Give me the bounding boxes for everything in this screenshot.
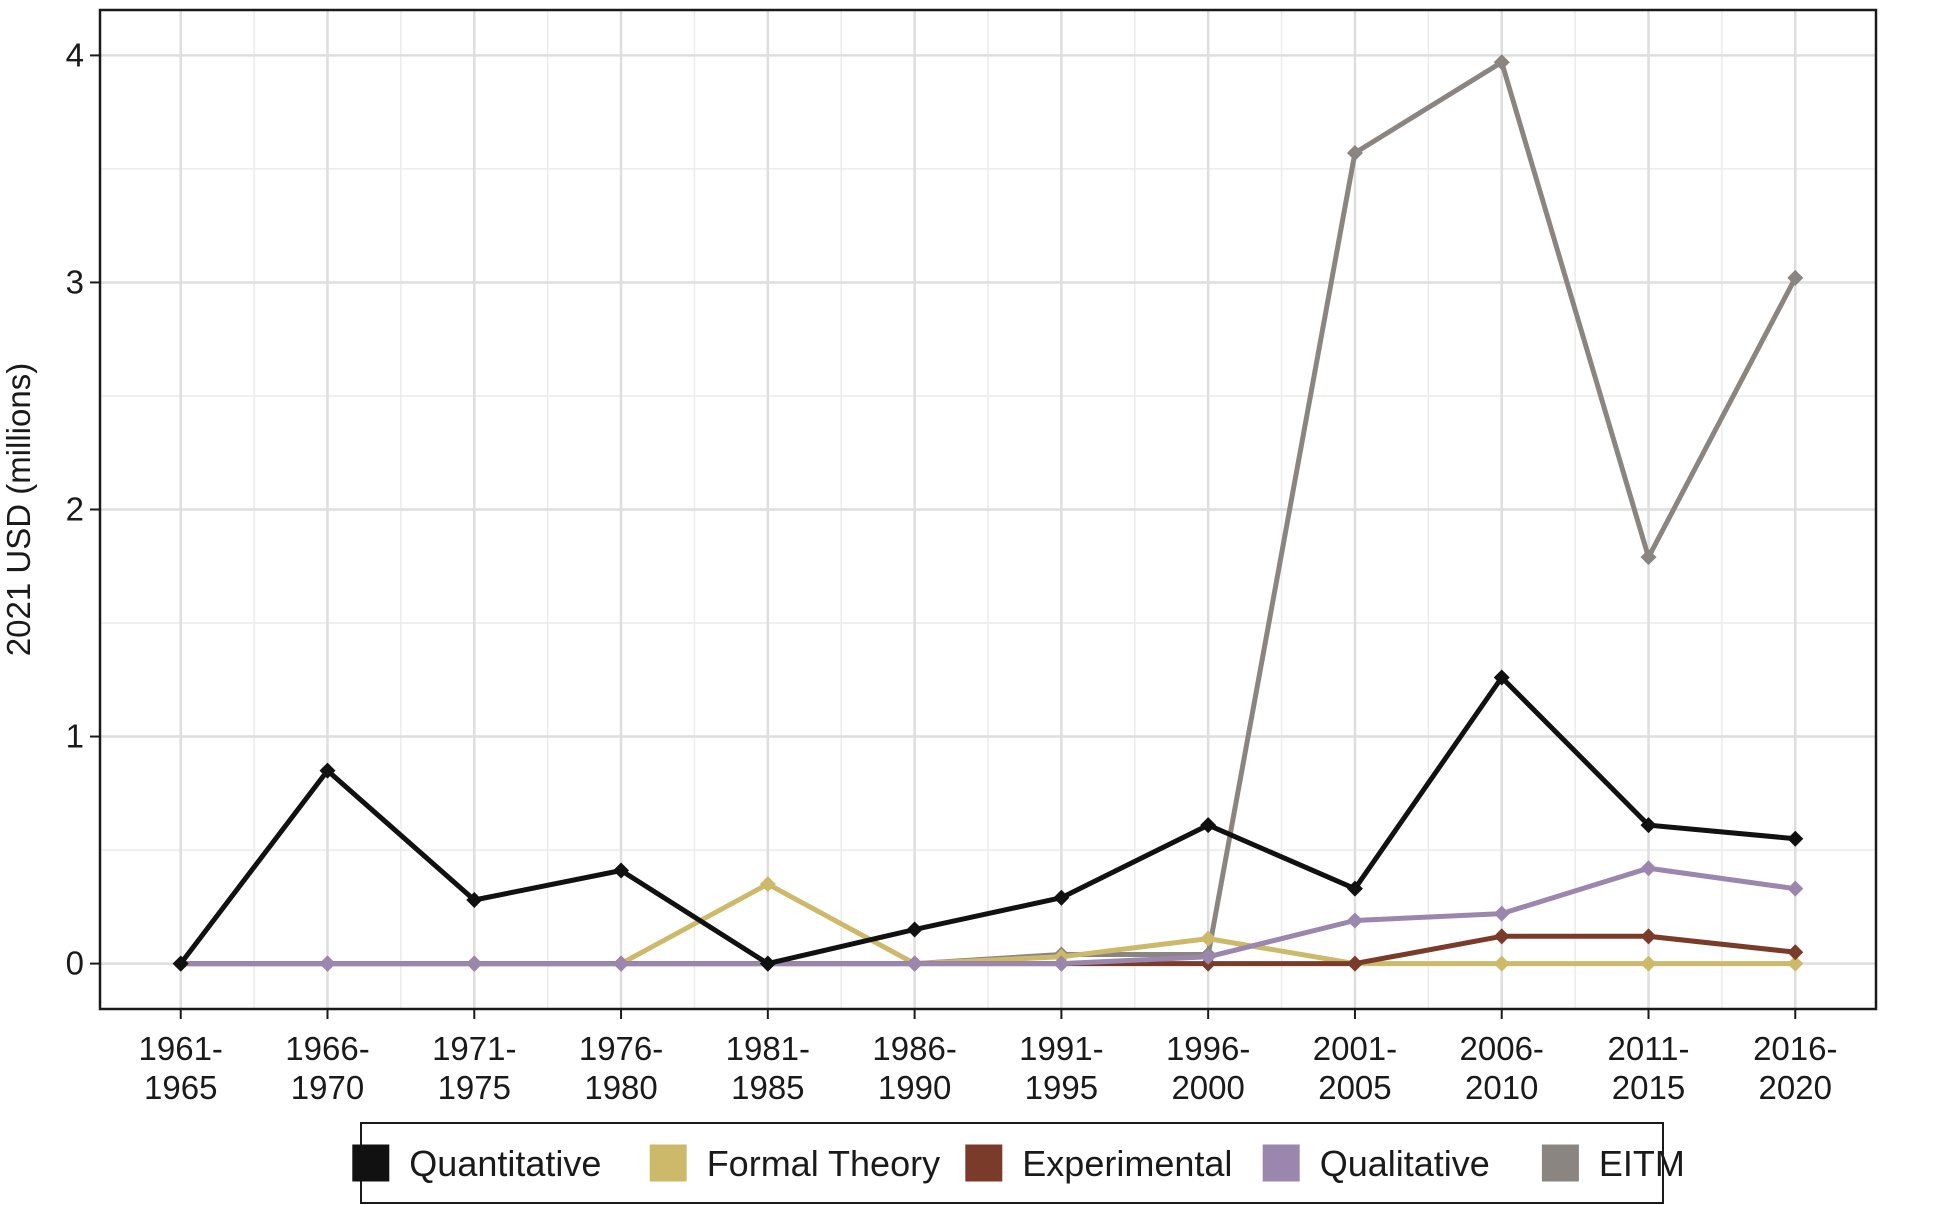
x-tick-label: 2015 bbox=[1612, 1069, 1685, 1106]
y-axis-title: 2021 USD (millions) bbox=[0, 363, 37, 656]
data-point bbox=[1493, 54, 1510, 71]
x-tick-label: 1980 bbox=[584, 1069, 657, 1106]
legend-label: Qualitative bbox=[1320, 1143, 1490, 1184]
data-point bbox=[1053, 955, 1070, 972]
data-point bbox=[613, 862, 630, 879]
x-tick-label: 1970 bbox=[291, 1069, 364, 1106]
x-tick-label: 1996- bbox=[1166, 1030, 1250, 1067]
series-line-quantitative bbox=[178, 675, 1796, 967]
data-point bbox=[1640, 549, 1657, 566]
data-point bbox=[1493, 905, 1510, 922]
data-point bbox=[319, 762, 336, 779]
x-tick-label: 1961- bbox=[139, 1030, 223, 1067]
y-tick-label: 4 bbox=[66, 36, 84, 73]
x-tick-label: 2001- bbox=[1313, 1030, 1397, 1067]
x-tick-label: 1981- bbox=[726, 1030, 810, 1067]
data-point bbox=[613, 955, 630, 972]
legend-label: EITM bbox=[1599, 1143, 1685, 1184]
data-point bbox=[1493, 955, 1510, 972]
legend-label: Experimental bbox=[1022, 1143, 1232, 1184]
data-point bbox=[1640, 955, 1657, 972]
x-tick-label: 2006- bbox=[1460, 1030, 1544, 1067]
x-tick-label: 2016- bbox=[1753, 1030, 1837, 1067]
x-tick-label: 2010 bbox=[1465, 1069, 1538, 1106]
x-tick-label: 1985 bbox=[731, 1069, 804, 1106]
data-point bbox=[906, 921, 923, 938]
x-tick-label: 1990 bbox=[878, 1069, 951, 1106]
legend-key bbox=[1541, 1144, 1579, 1182]
data-point bbox=[906, 955, 923, 972]
legend-key bbox=[352, 1144, 390, 1182]
x-tick-label: 2000 bbox=[1171, 1069, 1244, 1106]
data-point bbox=[759, 876, 776, 893]
y-axis: 0 1 2 3 4 bbox=[66, 36, 100, 982]
x-tick-label: 1976- bbox=[579, 1030, 663, 1067]
data-point bbox=[1493, 928, 1510, 945]
data-point bbox=[759, 955, 776, 972]
data-point bbox=[1787, 830, 1804, 847]
legend-key bbox=[1262, 1144, 1300, 1182]
legend-key bbox=[965, 1144, 1003, 1182]
data-point bbox=[466, 892, 483, 909]
x-tick-label: 1971- bbox=[432, 1030, 516, 1067]
x-axis: 1961-1965 1966-1970 1971-1975 1976-1980 1981… bbox=[139, 1009, 1837, 1106]
x-tick-label: 1995 bbox=[1025, 1069, 1098, 1106]
data-point bbox=[1787, 944, 1804, 961]
data-point bbox=[466, 955, 483, 972]
x-tick-label: 1991- bbox=[1019, 1030, 1103, 1067]
x-tick-label: 1966- bbox=[285, 1030, 369, 1067]
data-point bbox=[319, 955, 336, 972]
data-point bbox=[1200, 817, 1217, 834]
x-tick-label: 1975 bbox=[438, 1069, 511, 1106]
legend-key bbox=[649, 1144, 687, 1182]
data-point bbox=[1346, 880, 1363, 897]
data-point bbox=[1787, 880, 1804, 897]
x-tick-label: 1965 bbox=[144, 1069, 217, 1106]
major-gridlines bbox=[100, 10, 1876, 1009]
x-tick-label: 1986- bbox=[872, 1030, 956, 1067]
y-tick-label: 3 bbox=[66, 263, 84, 300]
data-point bbox=[1346, 955, 1363, 972]
y-tick-label: 2 bbox=[66, 491, 84, 528]
data-point bbox=[1200, 948, 1217, 965]
x-tick-label: 2020 bbox=[1759, 1069, 1832, 1106]
x-tick-label: 2011- bbox=[1608, 1030, 1690, 1067]
data-point bbox=[1053, 889, 1070, 906]
y-tick-label: 0 bbox=[66, 945, 84, 982]
data-point bbox=[1787, 955, 1804, 972]
legend-label: Formal Theory bbox=[707, 1143, 940, 1184]
series-line-qualitative bbox=[180, 865, 1796, 967]
data-point bbox=[1200, 930, 1217, 947]
legend-label: Quantitative bbox=[409, 1143, 601, 1184]
data-point bbox=[172, 955, 189, 972]
y-tick-label: 1 bbox=[66, 718, 84, 755]
data-point bbox=[1787, 269, 1804, 286]
series-lines bbox=[172, 54, 1804, 972]
legend: Quantitative Formal Theory Experimental Qua… bbox=[352, 1122, 1685, 1204]
data-point bbox=[1346, 912, 1363, 929]
data-point bbox=[1640, 928, 1657, 945]
data-point bbox=[1640, 817, 1657, 834]
x-tick-label: 2005 bbox=[1318, 1069, 1391, 1106]
data-point bbox=[1493, 669, 1510, 686]
data-point bbox=[1346, 145, 1363, 162]
data-point bbox=[1640, 860, 1657, 877]
